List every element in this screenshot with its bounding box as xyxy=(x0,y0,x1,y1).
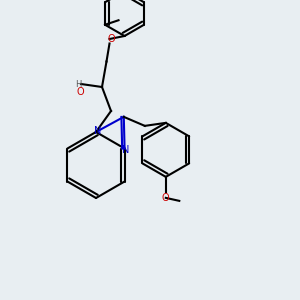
Text: O: O xyxy=(76,87,84,98)
Text: O: O xyxy=(162,193,169,203)
Text: O: O xyxy=(107,34,115,44)
Text: N: N xyxy=(94,125,101,136)
Text: H: H xyxy=(75,80,81,88)
Text: N: N xyxy=(122,145,130,155)
